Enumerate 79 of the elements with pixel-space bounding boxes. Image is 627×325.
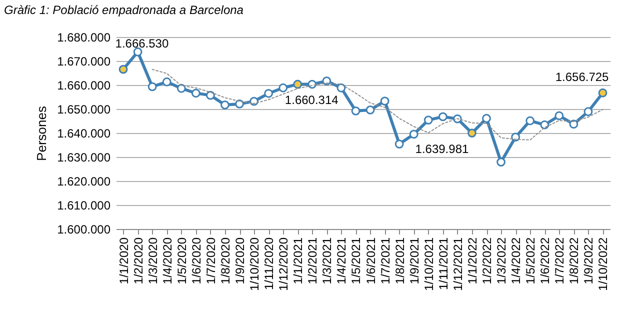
point bbox=[191, 88, 200, 98]
point bbox=[336, 83, 346, 92]
point bbox=[220, 100, 230, 110]
x-tick-label: 1/9/2021 bbox=[407, 237, 422, 284]
point bbox=[366, 106, 375, 114]
x-tick-label: 1/10/2022 bbox=[596, 237, 610, 291]
x-tick-label: 1/2/2020 bbox=[131, 237, 146, 284]
point bbox=[554, 111, 564, 120]
x-tick-label: 1/7/2020 bbox=[204, 237, 218, 284]
x-tick-label: 1/9/2022 bbox=[582, 237, 596, 284]
x-tick-label: 1/1/2022 bbox=[465, 237, 480, 284]
data-label: 1.660.314 bbox=[284, 93, 339, 108]
x-tick-label: 1/11/2020 bbox=[262, 237, 276, 290]
chart-title: Gràfic 1: Població empadronada a Barcelona bbox=[4, 3, 244, 17]
point bbox=[424, 116, 433, 124]
point bbox=[569, 120, 578, 129]
x-tick-label: 1/7/2022 bbox=[552, 237, 567, 284]
x-tick-label: 1/4/2022 bbox=[509, 237, 524, 284]
x-tick-label: 1/12/2021 bbox=[450, 237, 465, 291]
point bbox=[148, 82, 157, 92]
x-tick-label: 1/9/2020 bbox=[233, 237, 247, 284]
x-tick-label: 1/1/2020 bbox=[116, 237, 131, 284]
x-tick-label: 1/7/2021 bbox=[378, 237, 392, 284]
x-tick-label: 1/12/2020 bbox=[276, 237, 291, 291]
point bbox=[438, 112, 448, 122]
point bbox=[293, 80, 302, 89]
data-label: 1.666.530 bbox=[115, 36, 169, 50]
point bbox=[584, 107, 593, 116]
y-axis-title: Persones bbox=[34, 106, 50, 161]
point bbox=[351, 106, 360, 116]
x-tick-label: 1/2/2021 bbox=[306, 237, 320, 284]
point bbox=[278, 83, 288, 92]
x-tick-label: 1/8/2021 bbox=[392, 237, 407, 284]
point bbox=[409, 130, 418, 139]
x-tick-label: 1/5/2021 bbox=[349, 237, 364, 284]
x-tick-label: 1/11/2021 bbox=[436, 237, 450, 290]
point bbox=[176, 84, 186, 93]
x-tick-label: 1/2/2022 bbox=[480, 237, 494, 284]
x-tick-label: 1/1/2021 bbox=[291, 237, 306, 284]
x-tick-label: 1/4/2020 bbox=[160, 237, 174, 284]
x-tick-label: 1/10/2020 bbox=[248, 237, 262, 291]
point bbox=[394, 140, 404, 148]
y-tick-label: 1.660.000 bbox=[57, 78, 111, 92]
x-tick-label: 1/4/2021 bbox=[334, 237, 349, 284]
point bbox=[250, 96, 258, 106]
data-label: 1.656.725 bbox=[555, 70, 610, 84]
x-tick-label: 1/3/2020 bbox=[146, 237, 160, 284]
y-tick-label: 1.600.000 bbox=[57, 222, 111, 236]
x-tick-label: 1/6/2020 bbox=[189, 237, 204, 284]
point bbox=[206, 90, 215, 100]
point bbox=[496, 158, 506, 166]
x-tick-label: 1/5/2022 bbox=[524, 237, 538, 284]
point bbox=[380, 96, 390, 106]
y-tick-label: 1.680.000 bbox=[57, 30, 111, 44]
x-tick-label: 1/5/2020 bbox=[174, 237, 189, 284]
x-tick-label: 1/8/2020 bbox=[218, 237, 232, 284]
x-tick-label: 1/3/2021 bbox=[320, 237, 334, 284]
point bbox=[540, 120, 550, 130]
point bbox=[482, 114, 491, 123]
point bbox=[118, 64, 128, 74]
y-tick-label: 1.640.000 bbox=[57, 126, 111, 140]
x-tick-label: 1/6/2022 bbox=[538, 237, 552, 284]
x-tick-label: 1/8/2022 bbox=[567, 237, 582, 284]
point bbox=[322, 76, 332, 86]
point bbox=[468, 128, 476, 138]
y-tick-label: 1.630.000 bbox=[57, 150, 111, 164]
y-tick-label: 1.650.000 bbox=[57, 102, 111, 116]
x-tick-label: 1/3/2022 bbox=[494, 237, 509, 284]
point bbox=[598, 88, 608, 98]
data-label: 1.639.981 bbox=[415, 142, 469, 156]
point bbox=[511, 132, 520, 142]
y-tick-label: 1.670.000 bbox=[57, 54, 111, 68]
point bbox=[264, 88, 274, 98]
x-tick-label: 1/10/2021 bbox=[422, 237, 436, 291]
x-tick-label: 1/6/2021 bbox=[364, 237, 378, 284]
y-tick-label: 1.610.000 bbox=[57, 198, 111, 212]
point bbox=[526, 116, 535, 126]
y-tick-label: 1.620.000 bbox=[57, 174, 111, 188]
point bbox=[162, 77, 172, 86]
